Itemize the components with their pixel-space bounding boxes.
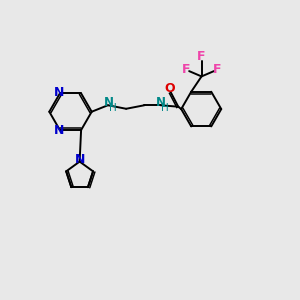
Text: F: F: [213, 63, 221, 76]
Text: H: H: [161, 103, 169, 112]
Text: H: H: [109, 103, 116, 112]
Text: O: O: [164, 82, 175, 95]
Text: F: F: [182, 63, 190, 76]
Text: N: N: [103, 96, 113, 109]
Text: N: N: [75, 153, 85, 166]
Text: F: F: [197, 50, 206, 64]
Text: N: N: [54, 124, 64, 137]
Text: N: N: [54, 86, 64, 99]
Text: N: N: [156, 96, 166, 109]
